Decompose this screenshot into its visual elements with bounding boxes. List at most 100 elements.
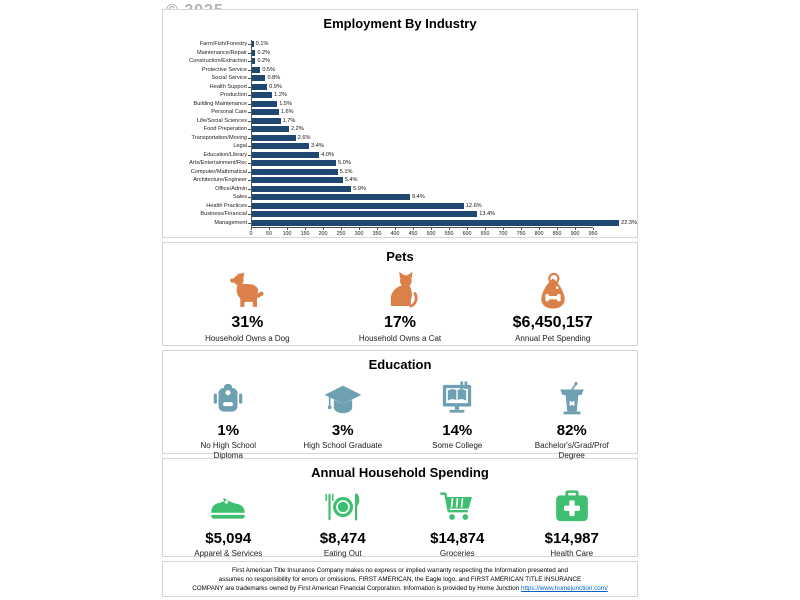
category-label: Arts/Entertainment/Rec (189, 160, 247, 167)
bar (252, 143, 310, 150)
category-label: Management (214, 219, 247, 226)
stat-value: 31% (231, 314, 264, 331)
stat-value: $6,450,157 (512, 314, 593, 331)
stat-value: $5,094 (205, 530, 252, 547)
x-tick-mark (575, 228, 576, 230)
bar-track: 3.4% (248, 142, 637, 151)
bar-value-label: 5.0% (338, 160, 351, 167)
bar-value-label: 2.6% (297, 134, 311, 141)
bar-value-label: 1.2% (274, 92, 287, 99)
bar-value-label: 1.5% (279, 100, 292, 107)
disclaimer-line-2: assumes no responsibility for errors or … (218, 576, 582, 584)
x-tick-mark (251, 228, 252, 230)
chart-title: Employment By Industry (323, 16, 477, 31)
x-tick-label: 650 (480, 231, 490, 237)
chart-row: Sales 9.4% (163, 193, 637, 202)
pet-food-bag-icon (533, 270, 573, 312)
category-label: Business/Financial (200, 211, 247, 218)
x-tick-mark (305, 228, 306, 230)
x-tick-label: 300 (354, 231, 364, 237)
bar-track: 4.0% (248, 150, 637, 159)
bar (252, 126, 289, 133)
bar (252, 49, 256, 56)
bar (252, 117, 281, 124)
x-tick-label: 50 (266, 231, 272, 237)
category-label: Social Service (211, 75, 247, 82)
stat-label: Household Owns a Dog (205, 334, 290, 343)
x-tick-mark (539, 228, 540, 230)
bar (252, 41, 254, 48)
bar (252, 58, 256, 65)
stat-groceries: $14,874 Groceries (400, 486, 515, 559)
bar (252, 202, 464, 209)
bar-track: 1.7% (248, 116, 637, 125)
home-junction-link[interactable]: https://www.homejunction.com/ (520, 585, 608, 593)
chart-row: Maintenance/Repair 0.2% (163, 48, 637, 57)
chart-row: Personal Care 1.6% (163, 108, 637, 117)
bar-track: 0.8% (248, 74, 637, 83)
stat-some-college: 14% Some College (400, 378, 515, 451)
bar-track: 12.6% (248, 201, 637, 210)
category-label: Construction/Extraction (189, 58, 247, 65)
bar-value-label: 12.6% (465, 202, 482, 209)
x-tick-label: 0 (249, 231, 253, 237)
chart-row: Construction/Extraction 0.2% (163, 57, 637, 66)
bar-value-label: 9.4% (412, 194, 425, 201)
stat-bachelors-plus: 82% Bachelor's/Grad/Prof Degree (515, 378, 630, 460)
sneaker-icon (208, 486, 248, 528)
chart-row: Management 22.3% (163, 218, 637, 227)
chart-row: Food Preperation 2.2% (163, 125, 637, 134)
x-tick-label: 800 (534, 231, 544, 237)
bar (252, 75, 266, 82)
bar-track: 5.4% (248, 176, 637, 185)
bar-track: 1.2% (248, 91, 637, 100)
lectern-icon (553, 378, 591, 420)
dog-icon (227, 270, 267, 312)
category-label: Personal Care (211, 109, 247, 116)
category-label: Sales (233, 194, 247, 201)
chart-row: Business/Financial 13.4% (163, 210, 637, 219)
x-tick-label: 250 (336, 231, 346, 237)
chart-row: Social Service 0.8% (163, 74, 637, 83)
stat-label: Household Owns a Cat (358, 334, 442, 343)
bar-value-label: 0.5% (262, 66, 276, 73)
disclaimer-line-3-text: COMPANY are trademarks owned by First Am… (192, 585, 520, 593)
first-aid-kit-icon (552, 486, 592, 528)
pets-title: Pets (386, 249, 414, 264)
disclaimer-line-1: First American Title Insurance Company m… (232, 567, 568, 574)
stat-label: Annual Pet Spending (515, 334, 591, 343)
cat-icon (380, 270, 420, 312)
stat-value: 3% (331, 422, 354, 439)
bar-track: 22.3% (248, 218, 637, 227)
chart-row: Protective Service 0.5% (163, 65, 637, 74)
stat-eating-out: $8,474 Eating Out (286, 486, 401, 559)
x-tick-mark (520, 228, 522, 230)
x-tick-label: 150 (300, 231, 310, 237)
category-label: Life/Social Sciences (196, 117, 247, 124)
shopping-cart-icon (437, 486, 477, 528)
chart-row: Production 1.2% (163, 91, 637, 100)
bar (252, 219, 620, 226)
x-tick-mark (359, 228, 360, 230)
stat-hs-graduate: 3% High School Graduate (286, 378, 401, 451)
chart-rows: Farm/Fish/Forestry 0.1% Maintenance/Repair… (163, 40, 637, 227)
x-tick-mark (503, 228, 504, 230)
bar (252, 211, 478, 218)
x-tick-label: 400 (390, 231, 400, 237)
disclaimer-line-3: COMPANY are trademarks owned by First Am… (163, 584, 637, 593)
stat-label: Eating Out (323, 549, 362, 558)
x-tick-mark (341, 228, 342, 230)
x-tick-mark (557, 228, 558, 230)
stat-label: Apparel & Services (194, 549, 263, 558)
bar (252, 160, 337, 167)
category-label: Maintenance/Repair (196, 49, 247, 56)
category-label: Transportation/Moving (191, 134, 247, 141)
stat-label: Health Care (550, 549, 594, 558)
x-tick-mark (431, 228, 432, 230)
x-tick-label: 350 (372, 231, 382, 237)
chart-row: Farm/Fish/Forestry 0.1% (163, 40, 637, 49)
spending-section: Annual Household Spending $5,094 Apparel… (162, 458, 638, 559)
bar-track: 0.2% (248, 48, 637, 57)
bar-track: 0.9% (248, 82, 637, 91)
bar (252, 151, 320, 158)
